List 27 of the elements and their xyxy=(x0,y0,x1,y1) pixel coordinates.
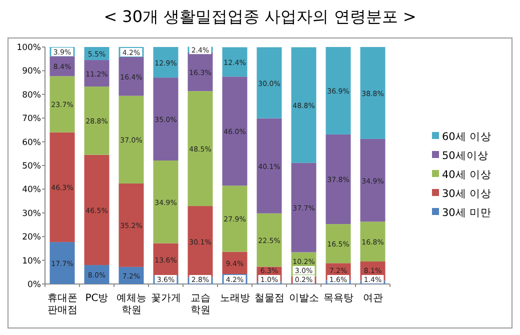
x-tick-label: 교습학원 xyxy=(190,293,210,316)
y-tick-label: 50% xyxy=(22,162,41,172)
y-tick-label: 80% xyxy=(22,90,41,100)
y-tick-label: 0% xyxy=(28,280,41,290)
x-tick-label: 목욕탕 xyxy=(323,293,354,304)
y-tick-label: 20% xyxy=(22,232,41,243)
legend-label: 30세 이상 xyxy=(442,188,492,200)
y-tick-label: 90% xyxy=(22,66,41,77)
legend-label: 50세이상 xyxy=(442,150,488,162)
x-tick-label: 휴대폰판매점 xyxy=(47,293,78,316)
y-tick-label: 30% xyxy=(22,208,41,219)
legend-label: 60세 이상 xyxy=(442,131,492,143)
y-tick-label: 10% xyxy=(22,256,41,266)
x-tick-label: 꽃가게 xyxy=(150,293,181,304)
y-tick-label: 60% xyxy=(22,138,41,148)
x-tick-label: 여관 xyxy=(362,293,383,304)
y-tick-label: 70% xyxy=(22,114,41,124)
x-tick-label: 철물점 xyxy=(254,293,284,304)
chart-title: < 30개 생활밀접업종 사업자의 연령분포 > xyxy=(104,7,416,26)
x-tick-label: 노래방 xyxy=(220,293,250,304)
x-tick-label: 예체능학원 xyxy=(116,293,146,316)
y-tick-label: 40% xyxy=(22,185,41,196)
legend-label: 40세 이상 xyxy=(442,169,492,181)
x-tick-label: 이발소 xyxy=(288,293,319,304)
y-tick-label: 100% xyxy=(16,43,41,53)
x-tick-label: PC방 xyxy=(85,293,108,304)
legend-label: 30세 미만 xyxy=(442,207,492,219)
